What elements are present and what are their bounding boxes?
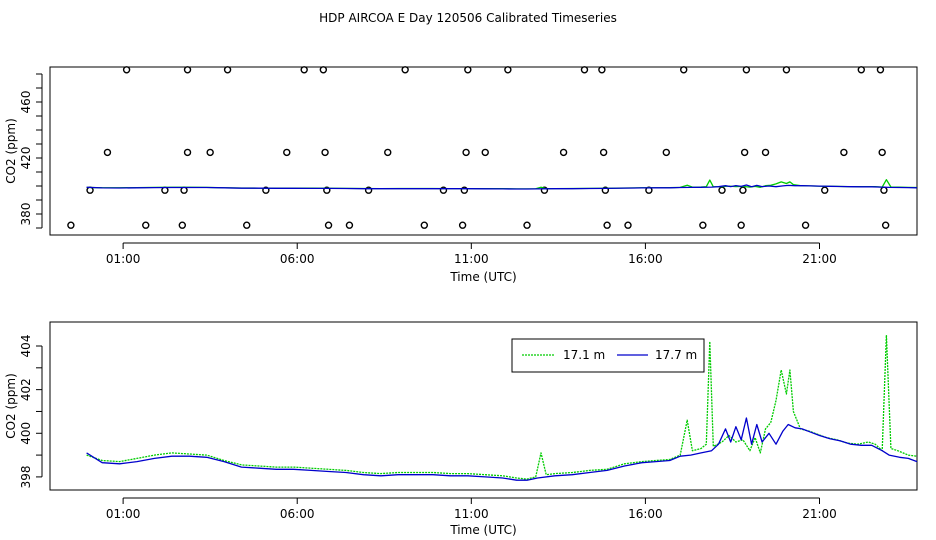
calibration-y-axis-label: CO2 (ppm) [4, 118, 18, 184]
calibration-point [878, 148, 886, 157]
calibration-point [323, 186, 331, 194]
timeseries-x-tick-label: 01:00 [106, 507, 141, 521]
calibration-point [737, 221, 745, 229]
calibration-point [458, 221, 467, 229]
calibration-point [603, 221, 611, 229]
calibration-point [206, 148, 214, 157]
timeseries-x-axis: 01:00 06:00 11:00 16:00 21:00 [106, 497, 837, 521]
calibration-point [183, 148, 192, 157]
calibration-point [262, 186, 270, 194]
calibration-point [880, 186, 888, 194]
calibration-point [324, 221, 333, 229]
calibration-point [142, 221, 150, 229]
timeseries-y-tick-label: 402 [19, 378, 33, 401]
calibration-point [782, 66, 791, 74]
timeseries-y-tick-label: 404 [19, 335, 33, 358]
calibration-x-tick-label: 21:00 [802, 252, 837, 266]
calibration-plot-frame [49, 66, 918, 236]
calibration-x-axis-label: Time (UTC) [449, 270, 516, 284]
calibration-x-tick-label: 16:00 [628, 252, 663, 266]
calibration-point [464, 66, 472, 74]
calibration-point [718, 186, 726, 194]
calibration-x-axis: 01:00 06:00 11:00 16:00 21:00 [106, 242, 837, 266]
calibration-point [103, 148, 112, 157]
calibration-points [67, 66, 890, 229]
timeseries-x-tick-label: 06:00 [280, 507, 315, 521]
timeseries-x-axis-label: Time (UTC) [449, 523, 516, 537]
timeseries-x-tick-label: 16:00 [628, 507, 663, 521]
calibration-point [857, 66, 865, 74]
calibration-point [761, 148, 770, 157]
calibration-y-tick-label: 420 [19, 147, 33, 170]
calibration-point [598, 66, 606, 74]
calibration-point [662, 148, 671, 157]
legend: 17.1 m 17.7 m [511, 338, 705, 373]
calibration-point [699, 221, 707, 229]
calibration-point [481, 148, 489, 157]
calibration-point [321, 148, 329, 157]
calibration-point [243, 221, 251, 229]
calibration-point [740, 148, 749, 157]
timeseries-x-tick-label: 21:00 [802, 507, 837, 521]
timeseries-panel: 01:00 06:00 11:00 16:00 21:00 398 400 402 404 T… [4, 321, 918, 537]
legend-label-17-1-m: 17.1 m [563, 348, 605, 362]
timeseries-lines [86, 334, 918, 481]
calibration-panel: 01:00 06:00 11:00 16:00 21:00 380 420 460 Time… [4, 66, 918, 284]
series-line-17-7-m [86, 417, 918, 481]
calibration-point [504, 66, 512, 74]
calibration-point [840, 148, 848, 157]
calibration-trace-lines [86, 179, 918, 190]
calibration-point [364, 186, 373, 194]
calibration-x-tick-label: 11:00 [454, 252, 489, 266]
calibration-series-line-17-7-m [86, 184, 918, 190]
legend-label-17-7-m: 17.7 m [655, 348, 697, 362]
calibration-point [462, 148, 470, 157]
calibration-point [881, 221, 890, 229]
figure-title: HDP AIRCOA E Day 120506 Calibrated Times… [319, 11, 617, 25]
calibration-point [401, 66, 409, 74]
calibration-y-tick-label: 460 [19, 91, 33, 114]
series-line-17-1-m [86, 334, 918, 480]
calibration-point [384, 148, 392, 157]
calibration-point [801, 221, 810, 229]
timeseries-y-axis-label: CO2 (ppm) [4, 373, 18, 439]
calibration-point [559, 148, 568, 157]
calibration-point [300, 66, 308, 74]
timeseries-y-axis: 398 400 402 404 [19, 335, 43, 488]
calibration-point [283, 148, 291, 157]
calibration-point [580, 66, 589, 74]
calibration-y-axis: 380 420 460 [19, 73, 43, 229]
calibration-point [345, 221, 354, 229]
calibration-point [821, 186, 829, 194]
calibration-point [178, 221, 187, 229]
calibration-point [540, 186, 549, 194]
calibration-y-tick-label: 380 [19, 203, 33, 226]
calibration-point [439, 186, 448, 194]
calibration-point [876, 66, 885, 74]
timeseries-x-tick-label: 11:00 [454, 507, 489, 521]
timeseries-y-tick-label: 398 [19, 465, 33, 488]
calibration-point [599, 148, 608, 157]
calibration-point [742, 66, 751, 74]
timeseries-plot-frame [49, 321, 918, 491]
calibration-point [122, 66, 131, 74]
calibration-point [601, 186, 610, 194]
calibration-point [624, 221, 632, 229]
timeseries-y-tick-label: 400 [19, 422, 33, 445]
calibration-point [739, 186, 747, 194]
calibration-point [420, 221, 429, 229]
calibration-point [460, 186, 469, 194]
calibration-point [680, 66, 688, 74]
calibration-point [67, 221, 75, 229]
calibration-point [223, 66, 232, 74]
calibration-point [183, 66, 192, 74]
calibration-point [319, 66, 328, 74]
calibration-x-tick-label: 06:00 [280, 252, 315, 266]
calibration-x-tick-label: 01:00 [106, 252, 141, 266]
calibration-point [523, 221, 531, 229]
